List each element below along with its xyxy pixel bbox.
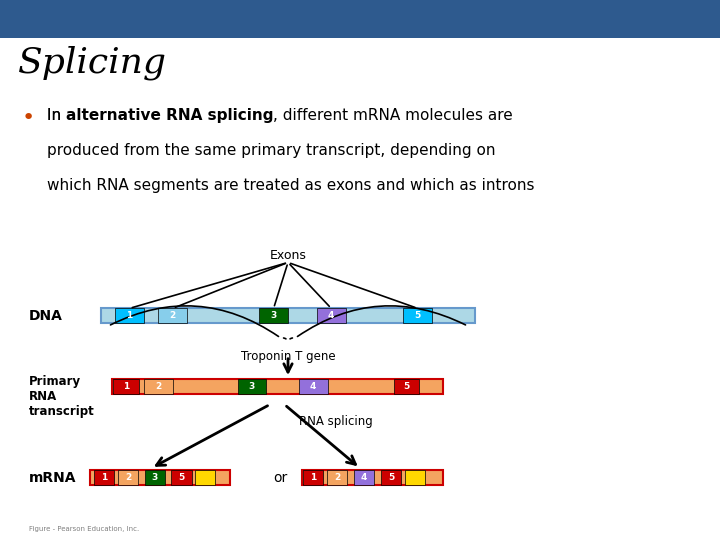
Text: Primary
RNA
transcript: Primary RNA transcript (29, 375, 94, 418)
Text: Figure - Pearson Education, Inc.: Figure - Pearson Education, Inc. (29, 526, 139, 532)
Text: , different mRNA molecules are: , different mRNA molecules are (274, 108, 513, 123)
Bar (327, 470, 347, 485)
Text: 4: 4 (361, 474, 366, 482)
Text: 1: 1 (310, 474, 316, 482)
FancyBboxPatch shape (302, 470, 443, 485)
Bar (144, 379, 173, 394)
Bar (115, 308, 144, 323)
Bar (395, 379, 419, 394)
FancyBboxPatch shape (0, 0, 720, 38)
Bar (171, 470, 192, 485)
Text: 3: 3 (152, 474, 158, 482)
Text: 4: 4 (328, 312, 334, 320)
Text: 1: 1 (102, 474, 107, 482)
Text: which RNA segments are treated as exons and which as introns: which RNA segments are treated as exons … (47, 178, 534, 193)
Text: 3: 3 (249, 382, 255, 390)
Bar (405, 470, 425, 485)
Bar (403, 308, 432, 323)
Text: 1: 1 (123, 382, 129, 390)
Text: 5: 5 (415, 312, 420, 320)
Bar (354, 470, 374, 485)
Text: 5: 5 (404, 382, 410, 390)
Text: mRNA: mRNA (29, 471, 76, 485)
Bar (238, 379, 266, 394)
Bar (158, 308, 187, 323)
Text: DNA: DNA (29, 309, 63, 323)
Text: 3: 3 (271, 312, 276, 320)
Text: RNA splicing: RNA splicing (299, 415, 372, 428)
FancyBboxPatch shape (90, 470, 230, 485)
FancyBboxPatch shape (101, 308, 475, 323)
FancyBboxPatch shape (112, 379, 443, 394)
Bar (195, 470, 215, 485)
Text: Splicing: Splicing (18, 46, 167, 80)
Text: In: In (47, 108, 66, 123)
Text: 2: 2 (156, 382, 161, 390)
Bar (381, 470, 401, 485)
Bar (299, 379, 328, 394)
Text: 1: 1 (127, 312, 132, 320)
Text: 5: 5 (179, 474, 184, 482)
Bar (317, 308, 346, 323)
Text: 5: 5 (388, 474, 394, 482)
Text: Exons: Exons (269, 249, 307, 262)
Text: or: or (274, 471, 288, 485)
Text: alternative RNA splicing: alternative RNA splicing (66, 108, 274, 123)
Bar (145, 470, 165, 485)
Bar (94, 470, 114, 485)
Bar (303, 470, 323, 485)
Bar (118, 470, 138, 485)
Text: •: • (22, 108, 35, 128)
Text: 2: 2 (334, 474, 340, 482)
Text: 2: 2 (170, 312, 176, 320)
Text: 4: 4 (310, 382, 316, 390)
Bar (113, 379, 138, 394)
Bar (259, 308, 288, 323)
Text: produced from the same primary transcript, depending on: produced from the same primary transcrip… (47, 143, 495, 158)
Text: 2: 2 (125, 474, 131, 482)
Text: Troponin T gene: Troponin T gene (240, 350, 336, 363)
Text: In: In (47, 108, 66, 123)
